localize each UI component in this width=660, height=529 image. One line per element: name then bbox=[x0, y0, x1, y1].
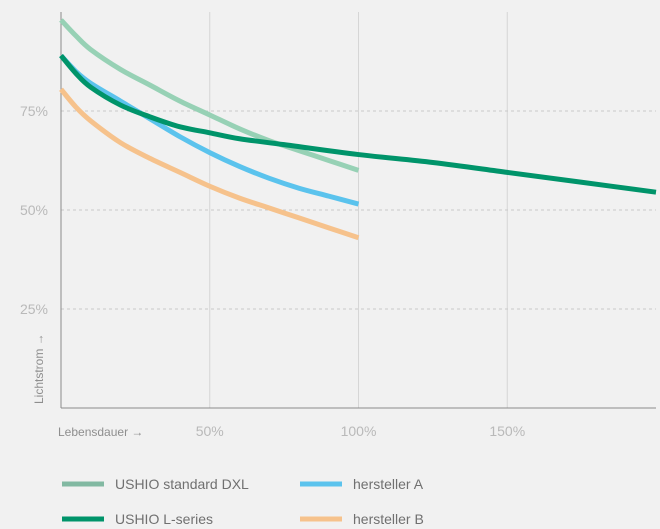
series-line-ushio-standard-dxl bbox=[59, 18, 360, 173]
series-line-ushio-l-series bbox=[59, 53, 657, 195]
legend-label: USHIO L-series bbox=[115, 511, 213, 527]
grid bbox=[61, 12, 656, 408]
legend-label: hersteller B bbox=[353, 511, 424, 527]
x-tick-label: 50% bbox=[196, 423, 224, 439]
tick-labels: 50% 100% 150% 75% 50% 25% bbox=[20, 103, 525, 439]
legend-label: USHIO standard DXL bbox=[115, 476, 249, 492]
x-tick-label: 100% bbox=[341, 423, 377, 439]
legend-label: hersteller A bbox=[353, 476, 424, 492]
y-tick-label: 25% bbox=[20, 301, 48, 317]
series-line-hersteller-a bbox=[59, 53, 360, 207]
y-tick-label: 50% bbox=[20, 202, 48, 218]
series bbox=[59, 18, 657, 241]
y-tick-label: 75% bbox=[20, 103, 48, 119]
x-axis-label: Lebensdauer → bbox=[58, 425, 143, 439]
series-line-hersteller-b bbox=[59, 87, 360, 241]
legend: USHIO standard DXL hersteller A USHIO L-se… bbox=[62, 476, 424, 527]
y-axis-label: Lichtstrom → bbox=[32, 333, 46, 404]
x-tick-label: 150% bbox=[489, 423, 525, 439]
axes bbox=[60, 12, 656, 409]
